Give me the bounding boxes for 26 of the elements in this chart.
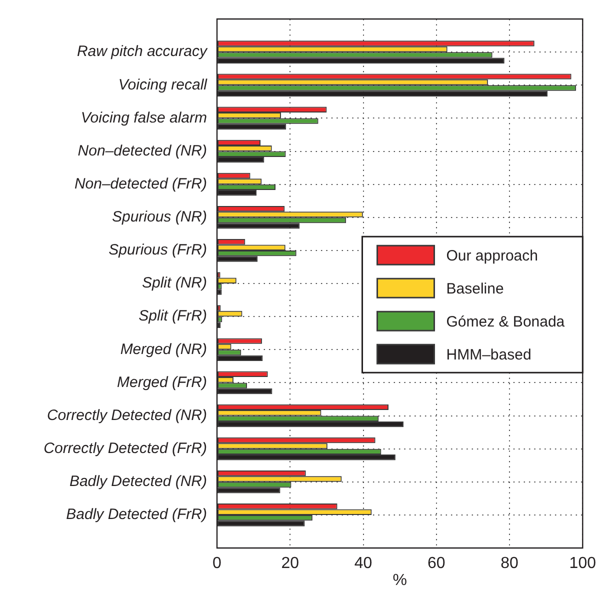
y-tick-label: Badly Detected (NR) <box>69 473 207 490</box>
legend-label: Our approach <box>446 247 538 264</box>
y-tick-label: Raw pitch accuracy <box>76 43 208 60</box>
y-tick-label: Split (FrR) <box>138 308 208 325</box>
x-tick-label: 20 <box>281 555 300 572</box>
y-tick-label: Correctly Detected (NR) <box>46 406 207 424</box>
y-tick-label: Merged (FrR) <box>116 374 207 391</box>
y-tick-label: Merged (NR) <box>120 340 207 358</box>
y-tick-label: Non–detected (FrR) <box>74 175 207 192</box>
x-tick-label: 60 <box>427 555 446 572</box>
legend-label: HMM–based <box>446 346 532 364</box>
y-tick-label: Non–detected (NR) <box>78 142 207 160</box>
x-tick-label: 80 <box>500 555 519 572</box>
x-tick-label: 0 <box>212 555 222 572</box>
y-tick-label: Spurious (FrR) <box>108 242 207 259</box>
y-tick-label: Voicing recall <box>118 76 208 94</box>
y-tick-label: Split (NR) <box>142 274 207 292</box>
y-tick-label: Correctly Detected (FrR) <box>44 440 208 457</box>
y-tick-label: Badly Detected (FrR) <box>66 506 208 524</box>
y-tick-label: Voicing false alarm <box>80 109 207 126</box>
y-tick-label: Spurious (NR) <box>112 208 207 226</box>
legend-label: Baseline <box>446 280 504 298</box>
x-tick-label: 40 <box>354 555 372 572</box>
x-tick-label: 100 <box>569 555 596 572</box>
legend-label: Gómez & Bonada <box>446 313 566 330</box>
x-axis-title: % <box>392 572 407 589</box>
